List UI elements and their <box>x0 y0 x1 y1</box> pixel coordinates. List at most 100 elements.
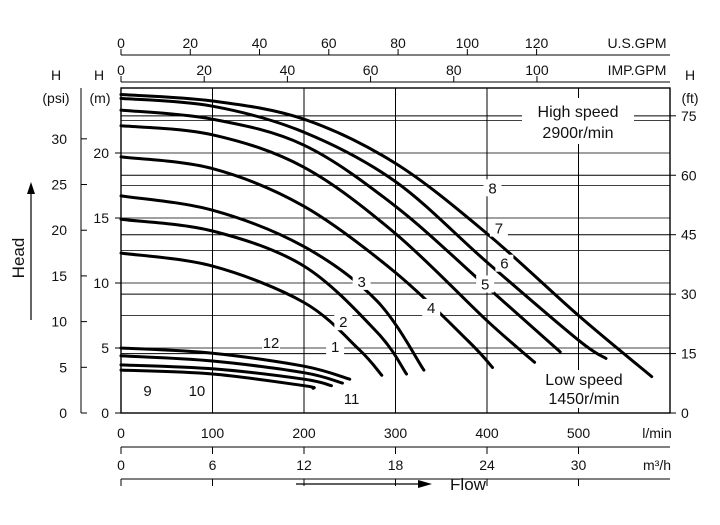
top-axis-tick-label: 40 <box>280 62 296 78</box>
ft-axis-tick-label: 30 <box>681 286 697 302</box>
m-axis-tick-label: 0 <box>101 405 109 421</box>
top-axis-tick-label: 40 <box>252 35 268 51</box>
bottom-axis-tick-label: 0 <box>117 425 125 441</box>
m-axis-label: H <box>94 67 104 83</box>
top-axis-tick-label: 100 <box>525 62 549 78</box>
m-axis-tick-label: 15 <box>93 210 109 226</box>
top-axis-tick-label: 120 <box>525 35 549 51</box>
y-axis-title: Head <box>9 238 28 279</box>
curve-label-bg <box>495 254 514 272</box>
top-axis-unit: U.S.GPM <box>607 35 666 51</box>
m-axis-unit: (m) <box>90 90 111 106</box>
series-line-8 <box>119 93 654 379</box>
curve-label-8: 8 <box>488 180 496 197</box>
bottom-axis-tick-label: 18 <box>388 457 404 473</box>
high-speed-label: High speed <box>538 104 619 121</box>
top-axis-unit: IMP.GPM <box>608 62 667 78</box>
curve-label-bg <box>422 298 441 316</box>
low-speed-box <box>528 370 640 408</box>
m-axis-tick-label: 5 <box>101 340 109 356</box>
bottom-axis-tick-label: 0 <box>117 457 125 473</box>
curve-label-3: 3 <box>357 274 365 291</box>
bottom-axis-tick-label: 200 <box>292 425 316 441</box>
flow-arrow-head <box>418 480 432 488</box>
series-line-1 <box>119 251 384 377</box>
curve-label-12: 12 <box>263 335 280 352</box>
psi-axis-tick-label: 25 <box>51 177 67 193</box>
bottom-axis-tick-label: 24 <box>479 457 495 473</box>
curve-label-bg <box>334 313 353 331</box>
psi-axis-label: H <box>51 67 61 83</box>
psi-axis-tick-label: 30 <box>51 131 67 147</box>
bottom-axis-tick-label: 12 <box>296 457 312 473</box>
bottom-axis-unit: m³/h <box>643 457 671 473</box>
series-line-4 <box>119 155 494 369</box>
series-line-9 <box>119 368 316 390</box>
series-line-5 <box>119 124 537 364</box>
curve-label-bg <box>352 272 371 290</box>
psi-axis-tick-label: 15 <box>51 268 67 284</box>
top-axis-tick-label: 20 <box>182 35 198 51</box>
low-speed-rpm: 1450r/min <box>548 391 619 408</box>
top-axis-tick-label: 0 <box>117 62 125 78</box>
curve-label-5: 5 <box>481 277 489 294</box>
top-axis-tick-label: 100 <box>456 35 480 51</box>
series-line-12 <box>119 346 352 381</box>
m-axis-tick-label: 10 <box>93 275 109 291</box>
bottom-axis-tick-label: 6 <box>209 457 217 473</box>
bottom-axis-tick-label: 500 <box>567 425 591 441</box>
top-axis-tick-label: 80 <box>390 35 406 51</box>
bottom-axis-unit: l/min <box>642 425 672 441</box>
series-line-7 <box>119 96 608 360</box>
ft-axis-unit: (ft) <box>681 90 698 106</box>
curve-label-bg <box>476 275 495 293</box>
top-axis-tick-label: 20 <box>196 62 212 78</box>
curve-label-bg <box>187 382 206 400</box>
psi-axis-tick-label: 5 <box>59 359 67 375</box>
psi-axis-tick-label: 0 <box>59 405 67 421</box>
series-line-2 <box>119 217 408 376</box>
ft-axis-tick-label: 0 <box>681 405 689 421</box>
series-line-11 <box>119 354 344 385</box>
plot-frame <box>120 87 671 414</box>
bottom-axis-tick-label: 100 <box>201 425 225 441</box>
curve-label-bg <box>326 337 345 355</box>
curve-label-bg <box>262 334 281 351</box>
curve-label-bg <box>342 389 361 407</box>
head-arrow-head <box>27 182 35 194</box>
curve-label-2: 2 <box>339 314 347 331</box>
bottom-axis-tick-label: 300 <box>384 425 408 441</box>
curve-label-9: 9 <box>143 383 151 400</box>
curve-label-bg <box>138 382 157 400</box>
top-axis-tick-label: 80 <box>446 62 462 78</box>
psi-axis-tick-label: 20 <box>51 222 67 238</box>
top-axis-tick-label: 60 <box>321 35 337 51</box>
bottom-axis-tick-label: 400 <box>475 425 499 441</box>
top-axis-tick-label: 0 <box>117 35 125 51</box>
curve-label-10: 10 <box>189 383 206 400</box>
curve-label-bg <box>483 179 502 197</box>
ft-axis-tick-label: 45 <box>681 227 697 243</box>
ft-axis-tick-label: 60 <box>681 167 697 183</box>
top-axis-tick-label: 60 <box>363 62 379 78</box>
high-speed-box <box>522 98 634 144</box>
psi-axis-unit: (psi) <box>42 90 69 106</box>
series-line-3 <box>119 194 426 372</box>
x-axis-title: Flow <box>450 475 487 494</box>
curve-label-7: 7 <box>495 221 503 238</box>
ft-axis-label: H <box>685 67 695 83</box>
high-speed-rpm: 2900r/min <box>542 125 613 142</box>
curve-label-1: 1 <box>331 339 339 356</box>
series-line-10 <box>119 363 333 388</box>
ft-axis-tick-label: 75 <box>681 108 697 124</box>
curve-label-bg <box>489 219 508 237</box>
low-speed-label: Low speed <box>545 372 622 389</box>
psi-axis-tick-label: 10 <box>51 314 67 330</box>
ft-axis-tick-label: 15 <box>681 346 697 362</box>
curve-label-11: 11 <box>344 391 360 408</box>
curve-label-6: 6 <box>500 256 508 273</box>
bottom-axis-tick-label: 30 <box>571 457 587 473</box>
